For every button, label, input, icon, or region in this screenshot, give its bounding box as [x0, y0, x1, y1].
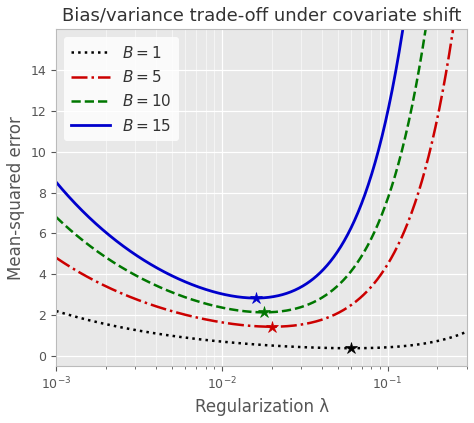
$B = 10$: [364, 246, 369, 251]
X-axis label: Regularization λ: Regularization λ: [194, 398, 328, 416]
$B = 1$: [295, 344, 301, 349]
$B = 15$: [126, 247, 132, 253]
$B = 1$: [159, 332, 164, 337]
$B = 5$: [364, 290, 369, 295]
$B = 1$: [126, 326, 132, 331]
$B = 15$: [159, 268, 164, 273]
$B = 1$: [348, 346, 354, 351]
$B = 15$: [53, 179, 59, 184]
$B = 10$: [239, 308, 245, 313]
$B = 5$: [296, 322, 302, 327]
$B = 10$: [328, 289, 334, 294]
$B = 15$: [364, 188, 369, 193]
$B = 5$: [53, 255, 59, 260]
Line: $B = 15$: $B = 15$: [56, 0, 467, 298]
$B = 5$: [328, 314, 334, 319]
Y-axis label: Mean-squared error: Mean-squared error: [7, 116, 25, 280]
$B = 1$: [328, 346, 333, 351]
Title: Bias/variance trade-off under covariate shift: Bias/variance trade-off under covariate …: [62, 7, 461, 25]
Line: $B = 10$: $B = 10$: [56, 0, 467, 312]
$B = 1$: [239, 341, 245, 346]
$B = 15$: [253, 296, 259, 301]
$B = 10$: [53, 214, 59, 220]
$B = 10$: [159, 286, 164, 291]
$B = 1$: [53, 308, 59, 313]
$B = 5$: [126, 294, 132, 299]
$B = 1$: [364, 346, 369, 351]
$B = 10$: [126, 269, 132, 274]
$B = 5$: [269, 324, 274, 329]
$B = 15$: [239, 295, 245, 300]
Legend: $B = 1$, $B = 5$, $B = 10$, $B = 15$: $B = 1$, $B = 5$, $B = 10$, $B = 15$: [64, 37, 179, 141]
$B = 10$: [296, 305, 302, 310]
$B = 1$: [464, 329, 470, 334]
$B = 5$: [239, 322, 245, 327]
$B = 15$: [328, 258, 334, 263]
$B = 15$: [296, 286, 302, 291]
$B = 5$: [159, 305, 164, 310]
$B = 10$: [261, 310, 267, 315]
Line: $B = 1$: $B = 1$: [56, 311, 467, 348]
Line: $B = 5$: $B = 5$: [56, 0, 467, 327]
